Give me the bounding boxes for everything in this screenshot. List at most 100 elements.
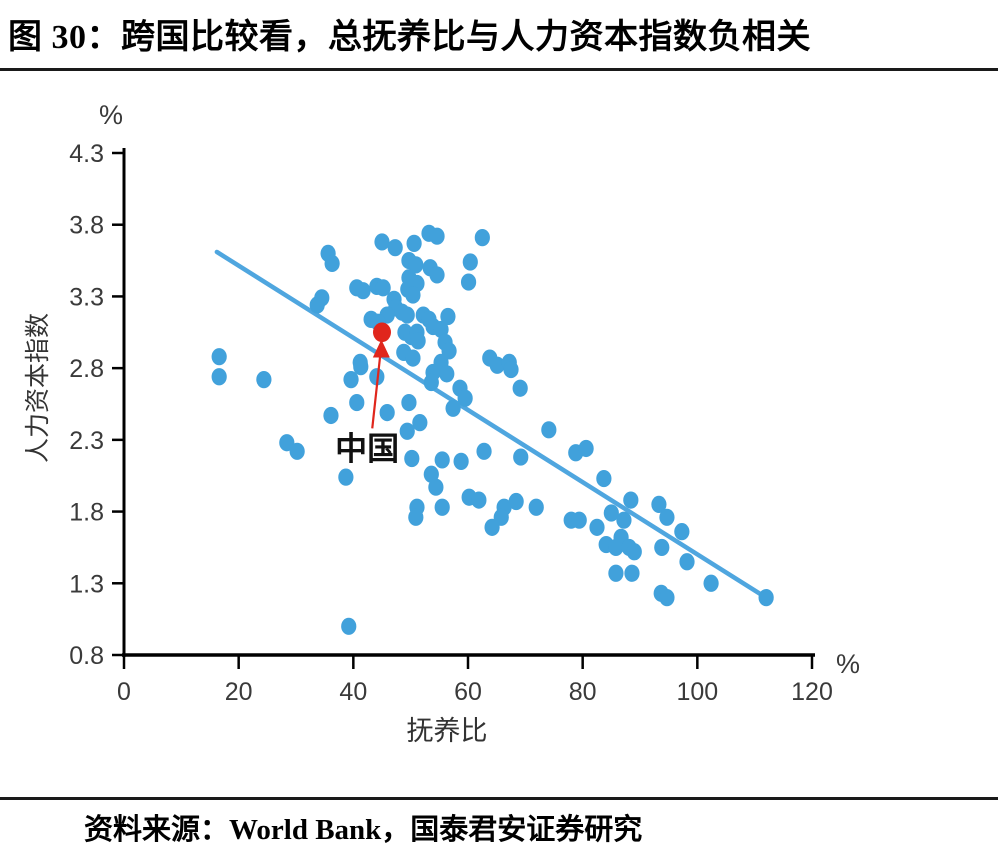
scatter-point	[375, 279, 391, 297]
scatter-point	[616, 511, 632, 529]
x-tick-label: 40	[339, 678, 367, 706]
scatter-point	[596, 469, 612, 488]
scatter-point	[314, 289, 330, 307]
scatter-point	[624, 564, 640, 582]
scatter-point	[474, 229, 490, 247]
scatter-point	[626, 543, 642, 561]
x-tick-label: 20	[225, 678, 253, 706]
y-tick-label: 2.8	[69, 355, 104, 383]
scatter-point	[679, 553, 695, 571]
scatter-point	[512, 379, 528, 397]
scatter-point	[651, 495, 667, 513]
scatter-point	[211, 348, 227, 366]
scatter-point	[440, 307, 456, 326]
footer-divider	[0, 797, 998, 800]
scatter-point	[353, 358, 369, 376]
y-tick-label: 3.3	[69, 283, 104, 311]
scatter-point	[589, 518, 605, 536]
x-tick-label: 60	[454, 678, 482, 706]
scatter-point	[406, 234, 422, 252]
scatter-point	[758, 589, 774, 607]
x-axis-title: 抚养比	[407, 716, 488, 746]
y-tick-label: 2.3	[69, 427, 104, 455]
scatter-point	[324, 254, 340, 273]
x-tick-label: 100	[676, 678, 718, 706]
scatter-point	[429, 227, 445, 245]
scatter-point	[489, 356, 505, 374]
scatter-point	[541, 421, 557, 439]
scatter-point	[429, 266, 445, 284]
scatter-point	[508, 492, 524, 511]
scatter-point	[289, 442, 305, 460]
china-label: 中国	[335, 430, 399, 466]
scatter-point	[355, 282, 371, 300]
scatter-point	[405, 349, 421, 367]
china-point	[373, 322, 391, 343]
scatter-point	[462, 253, 478, 271]
scatter-point	[471, 491, 487, 509]
scatter-point	[659, 508, 675, 526]
scatter-point	[341, 617, 357, 635]
x-axis-unit: %	[836, 649, 860, 679]
scatter-point	[513, 448, 529, 466]
scatter-point	[674, 523, 690, 541]
scatter-point	[408, 256, 424, 274]
scatter-point	[703, 574, 719, 592]
scatter-point	[608, 538, 624, 557]
scatter-point	[401, 393, 417, 412]
scatter-point	[476, 442, 492, 460]
scatter-point	[374, 233, 390, 251]
scatter-point	[338, 468, 354, 486]
y-tick-label: 1.3	[69, 570, 104, 598]
scatter-point	[433, 320, 449, 339]
scatter-point	[387, 239, 403, 257]
scatter-point	[439, 365, 455, 383]
scatter-point	[343, 371, 359, 389]
scatter-point	[412, 414, 428, 432]
scatter-point	[503, 360, 519, 379]
scatter-point	[571, 511, 587, 529]
scatter-point	[659, 589, 675, 607]
scatter-point	[460, 273, 477, 291]
trend-line	[214, 249, 769, 600]
scatter-point	[603, 504, 619, 522]
scatter-point	[654, 538, 670, 557]
scatter-point	[434, 451, 450, 469]
x-tick-label: 80	[569, 678, 597, 706]
scatter-point	[399, 306, 415, 324]
scatter-point	[423, 465, 439, 483]
scatter-point	[623, 491, 639, 509]
y-tick-label: 1.8	[69, 499, 104, 527]
scatter-point	[211, 368, 227, 386]
scatter-point	[423, 373, 439, 392]
x-tick-label: 0	[117, 678, 131, 706]
scatter-point	[434, 498, 450, 516]
scatter-point	[408, 508, 424, 526]
scatter-point	[410, 332, 426, 350]
scatter-point	[379, 404, 395, 422]
y-axis-unit: %	[99, 100, 123, 130]
scatter-point	[528, 498, 544, 516]
scatter-point	[349, 393, 365, 412]
y-tick-label: 3.8	[69, 212, 104, 240]
scatter-point	[256, 371, 272, 389]
scatter-point	[405, 286, 421, 304]
y-axis-title: 人力资本指数	[24, 313, 52, 463]
china-arrow-line	[371, 349, 382, 429]
source-note: 资料来源：World Bank，国泰君安证券研究	[84, 814, 643, 846]
scatter-point	[457, 389, 473, 407]
y-tick-label: 4.3	[69, 140, 104, 168]
scatter-chart: 0.8 1.3 1.8 2.3 2.8 3.3 3.8 4.3 0 20 40 60 80 100 120%…	[24, 100, 860, 746]
y-tick-label: 0.8	[69, 642, 104, 670]
scatter-point	[399, 422, 415, 440]
scatter-point	[404, 449, 420, 468]
scatter-point	[453, 452, 469, 470]
scatter-point	[323, 406, 339, 425]
scatter-point	[428, 478, 444, 496]
china-arrowhead	[372, 339, 390, 358]
scatter-point	[578, 439, 594, 458]
scatter-point	[445, 399, 461, 417]
scatter-point	[608, 564, 624, 582]
scatter-point	[441, 342, 457, 360]
